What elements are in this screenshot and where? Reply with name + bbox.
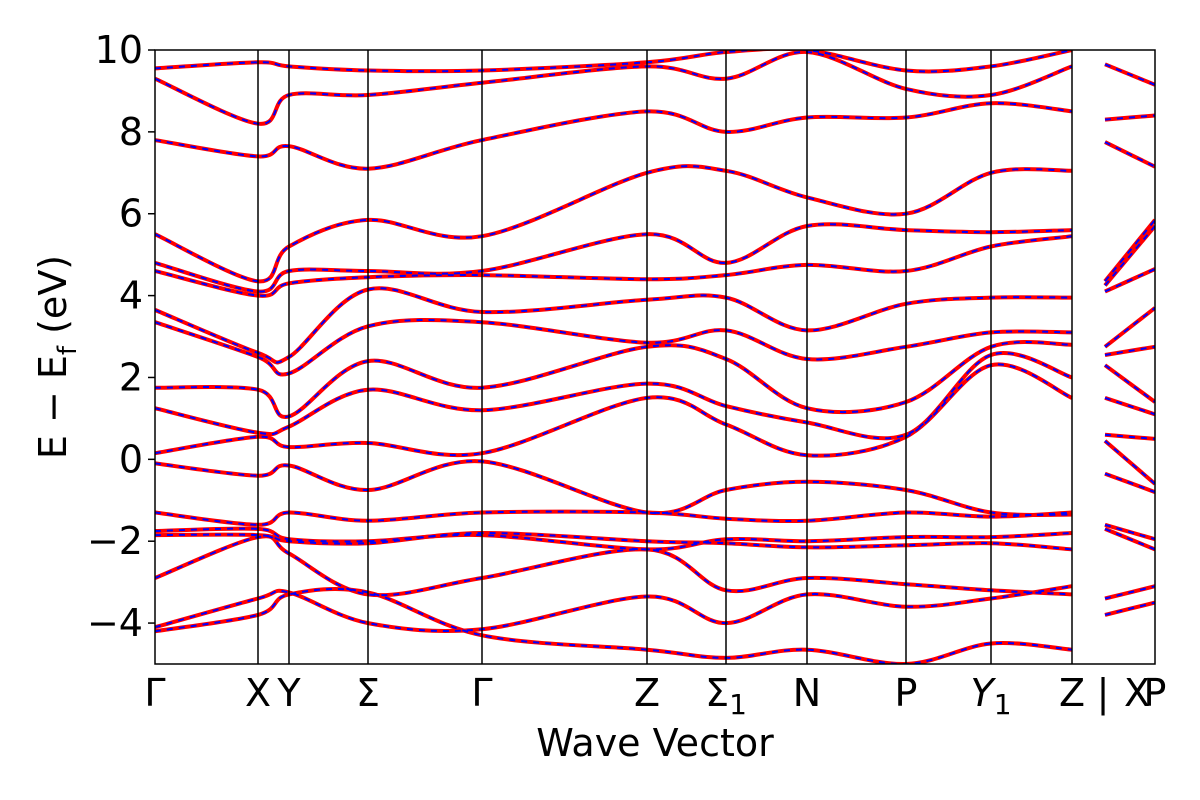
y-axis-title-unit: (eV): [31, 255, 75, 346]
y-tick-label: 8: [119, 110, 143, 154]
y-axis-title-main: E − E: [31, 355, 75, 459]
k-point-label: Γ: [144, 671, 165, 715]
band-line-overlay-30: [1104, 225, 1155, 287]
band-line-14: [155, 164, 1073, 284]
band-line-overlay-28: [1104, 307, 1155, 348]
k-point-label: Y: [276, 671, 301, 715]
band-line-overlay-22: [1104, 472, 1155, 494]
k-point-label: P: [1144, 671, 1167, 715]
k-point-label: Z: [1059, 671, 1085, 715]
band-line-overlay-32: [1104, 141, 1155, 168]
band-line-overlay-21: [1104, 523, 1155, 541]
band-line-overlay-33: [1104, 114, 1155, 121]
k-point-label: N: [793, 671, 821, 715]
band-line-overlay-9: [155, 341, 1073, 418]
k-point-label: P: [895, 671, 918, 715]
k-point-label: Y1: [970, 671, 1011, 721]
band-line-overlay-8: [155, 352, 1073, 440]
k-point-label: X: [1124, 671, 1150, 715]
y-tick-label: 4: [119, 274, 143, 318]
band-line-overlay-10: [155, 319, 1073, 376]
band-line-6: [155, 459, 1073, 517]
k-point-label: Σ1: [705, 671, 747, 721]
symmetry-separators: [257, 50, 1073, 664]
band-line-overlay-19: [1104, 585, 1155, 600]
band-line-15: [155, 101, 1073, 171]
band-line-overlay-15: [155, 102, 1073, 170]
x-axis-title: Wave Vector: [536, 721, 774, 765]
band-line-overlay-25: [1104, 396, 1155, 416]
plot-frame: [154, 49, 1156, 665]
band-line-overlay-11: [155, 287, 1073, 364]
band-line-overlay-34: [1104, 63, 1155, 86]
y-tick-label: −2: [87, 519, 143, 563]
band-line-overlay-27: [1104, 345, 1155, 356]
band-line-overlay-18: [1104, 601, 1155, 616]
y-axis-ticks: −4 −2 0 2 4 6 8 10: [87, 28, 155, 645]
band-line-8: [155, 351, 1073, 441]
y-tick-label: −4: [87, 601, 143, 645]
band-line-overlay-29: [1104, 268, 1155, 293]
k-point-label: Σ: [356, 671, 380, 715]
band-line-overlay-26: [1104, 364, 1155, 403]
y-tick-label: 10: [95, 28, 143, 72]
y-axis-title: E − Ef (eV): [31, 255, 83, 459]
y-tick-label: 6: [119, 192, 143, 236]
band-line-overlay-23: [1104, 440, 1155, 485]
band-line-10: [155, 318, 1073, 377]
bands-layer: [155, 50, 1155, 664]
k-point-label: X: [245, 671, 271, 715]
band-line-3: [155, 530, 1073, 552]
band-line-overlay-1: [155, 585, 1073, 632]
band-line-overlay-20: [1104, 527, 1155, 551]
band-line-overlay-24: [1104, 433, 1155, 440]
x-axis-ticks: Γ X Y Σ Γ Z Σ1 N P Y1 Z | XP: [144, 671, 1166, 721]
band-line-overlay-6: [155, 460, 1073, 516]
y-tick-label: 2: [119, 355, 143, 399]
y-tick-label: 0: [119, 437, 143, 481]
band-line-overlay-12: [155, 235, 1073, 297]
band-line-overlay-2: [155, 535, 1073, 597]
k-point-label: Z: [634, 671, 660, 715]
y-axis-title-sub: f: [53, 345, 83, 355]
band-line-overlay-31: [1104, 219, 1155, 282]
band-line-overlay-0: [155, 588, 1073, 664]
k-point-label: Γ: [471, 671, 492, 715]
k-point-label: |: [1097, 671, 1110, 716]
